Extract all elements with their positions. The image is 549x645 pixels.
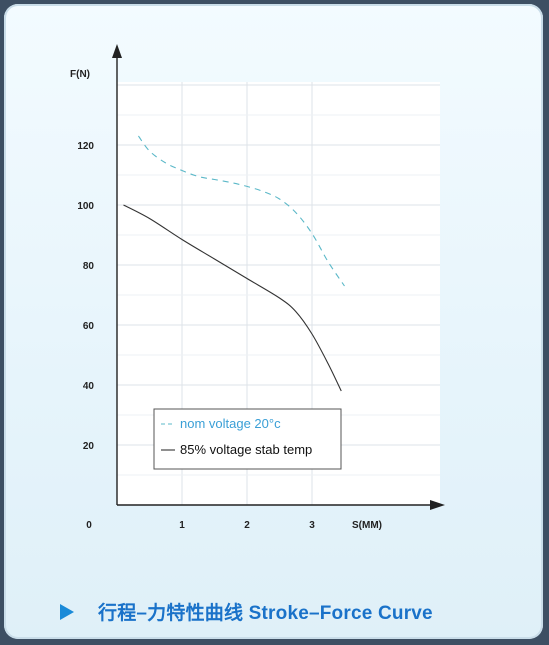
legend-entry-2: 85% voltage stab temp xyxy=(180,442,312,457)
y-tick-label: 60 xyxy=(83,321,95,332)
y-tick-label: 40 xyxy=(83,381,95,392)
y-tick-label: 100 xyxy=(77,201,94,212)
axes xyxy=(112,44,445,510)
series-line-2 xyxy=(123,204,342,392)
x-tick-label: 3 xyxy=(309,520,315,531)
x-axis-title: S(MM) xyxy=(352,520,382,531)
y-axis-arrow-icon xyxy=(112,44,122,58)
grid-lines xyxy=(117,82,440,505)
tick-labels: 20 40 60 80 100 120 1 2 3 0 F(N) S(MM) xyxy=(70,69,382,531)
origin-label: 0 xyxy=(86,520,92,531)
series-line-1 xyxy=(138,135,345,287)
x-tick-label: 2 xyxy=(244,520,250,531)
play-arrow-icon xyxy=(60,603,74,620)
chart-caption: 行程–力特性曲线 Stroke–Force Curve xyxy=(60,598,433,625)
legend: nom voltage 20°c 85% voltage stab temp xyxy=(153,408,342,470)
chart-card: 20 40 60 80 100 120 1 2 3 0 F(N) S(MM) nom voltage … xyxy=(4,4,543,639)
y-tick-label: 120 xyxy=(77,141,94,152)
x-axis-arrow-icon xyxy=(430,500,445,510)
data-series xyxy=(123,135,345,392)
legend-entry-1: nom voltage 20°c xyxy=(180,416,281,431)
caption-text: 行程–力特性曲线 Stroke–Force Curve xyxy=(98,603,433,624)
x-tick-label: 1 xyxy=(179,520,185,531)
y-tick-label: 20 xyxy=(83,441,95,452)
stroke-force-chart: 20 40 60 80 100 120 1 2 3 0 F(N) S(MM) nom voltage … xyxy=(70,44,445,531)
y-tick-label: 80 xyxy=(83,261,95,272)
legend-box xyxy=(153,408,342,470)
y-axis-title: F(N) xyxy=(70,69,90,80)
